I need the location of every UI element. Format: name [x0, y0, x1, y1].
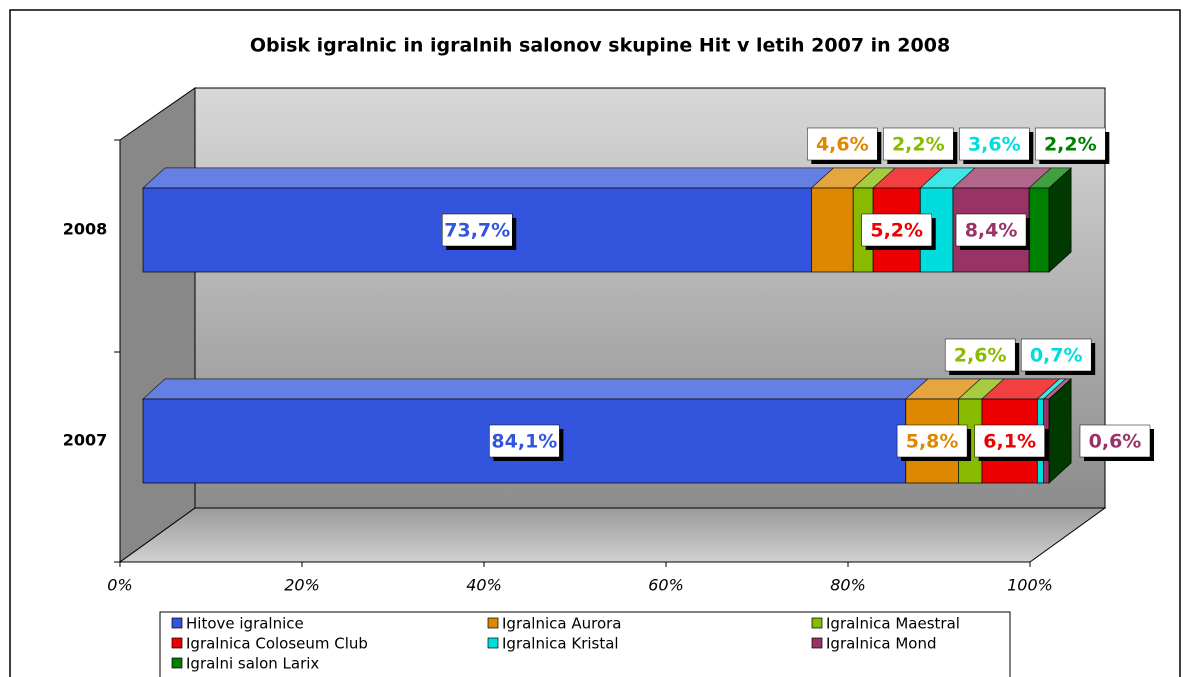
x-tick-label: 40% [466, 576, 502, 595]
data-label: 5,8% [906, 431, 959, 453]
floor [118, 507, 1107, 563]
side-wall [119, 87, 196, 563]
label-box [944, 338, 1016, 372]
x-tick-label: 60% [648, 576, 684, 595]
data-label: 3,6% [968, 134, 1021, 156]
bar-top-shade [873, 168, 943, 188]
label-box [959, 127, 1030, 161]
label-box [1020, 338, 1092, 372]
data-label: 0,6% [1089, 431, 1142, 453]
legend-label: Igralnica Coloseum Club [186, 635, 368, 653]
data-label: 73,7% [444, 220, 510, 242]
legend-swatch [487, 637, 499, 649]
legend-label: Igralnica Kristal [502, 635, 619, 653]
bar-top-shade [143, 168, 834, 188]
label-box [441, 213, 513, 247]
x-tick-label: 80% [830, 576, 866, 595]
legend-swatch [487, 617, 499, 629]
x-tick-label: 20% [284, 576, 320, 595]
y-tick-label: 2007 [63, 431, 108, 450]
legend-swatch [811, 617, 823, 629]
data-label: 2,2% [1044, 134, 1097, 156]
legend-label: Hitove igralnice [186, 615, 304, 633]
chart-title: Obisk igralnic in igralnih salonov skupi… [250, 35, 950, 57]
label-box [955, 213, 1027, 247]
data-label: 5,2% [870, 220, 923, 242]
bar-top-shade [143, 379, 928, 399]
legend-swatch [171, 637, 183, 649]
x-tick-label: 100% [1007, 576, 1053, 595]
label-box [489, 424, 560, 458]
bar-top-shade [811, 168, 876, 188]
label-box [974, 424, 1045, 458]
label-box [1035, 127, 1106, 161]
data-label: 2,2% [892, 134, 945, 156]
label-box [861, 213, 932, 247]
legend-swatch [171, 657, 183, 669]
bar-end-shade [1049, 379, 1072, 483]
bar-top-shade [853, 168, 896, 188]
x-tick-label: 0% [107, 576, 132, 595]
data-label: 4,6% [816, 134, 869, 156]
legend-swatch [811, 637, 823, 649]
bar-top-shade [920, 168, 975, 188]
data-label: 84,1% [491, 431, 557, 453]
bar [811, 187, 854, 273]
bar-top-shade [958, 379, 1004, 399]
legend [159, 611, 1011, 677]
bar-top-shade [1029, 168, 1072, 188]
bar-top-shade [952, 168, 1052, 188]
data-label: 6,1% [983, 431, 1036, 453]
legend-swatch [171, 617, 183, 629]
label-box [807, 127, 878, 161]
data-label: 8,4% [965, 220, 1018, 242]
data-label: 0,7% [1030, 345, 1083, 367]
label-box [896, 424, 968, 458]
label-box [883, 127, 954, 161]
bar-end-shade [1049, 168, 1072, 272]
bar-top-shade [981, 379, 1060, 399]
data-label: 2,6% [954, 345, 1007, 367]
bar-top-shade [905, 379, 981, 399]
label-box [1079, 424, 1151, 458]
bar [1028, 187, 1050, 273]
legend-label: Igralnica Maestral [826, 615, 960, 633]
legend-label: Igralni salon Larix [186, 655, 319, 673]
bar-top-shade [1043, 379, 1072, 399]
legend-label: Igralnica Mond [826, 635, 937, 653]
bar-top-shade [1037, 379, 1066, 399]
y-tick-label: 2008 [63, 220, 108, 239]
legend-label: Igralnica Aurora [502, 615, 622, 633]
